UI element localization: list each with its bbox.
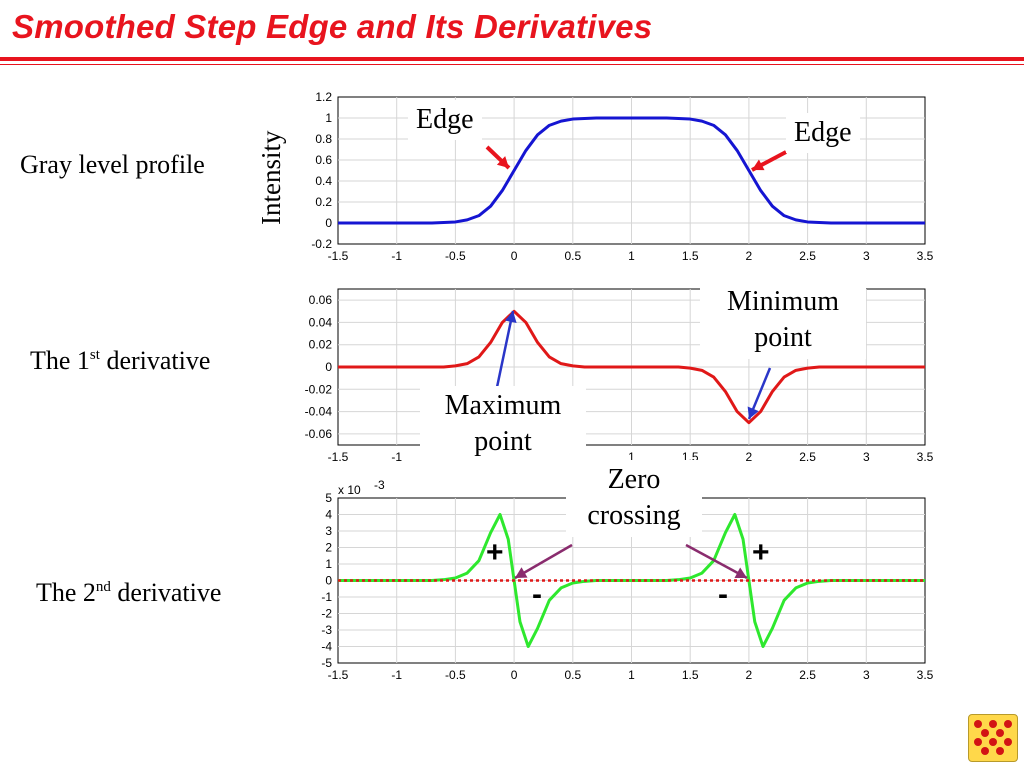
y-tick-label: 0.2 — [315, 195, 332, 209]
maximum-point-arrow-head — [504, 311, 517, 323]
y-tick-label: 0.06 — [309, 293, 333, 307]
maximum-point-arrow — [494, 310, 515, 393]
y-tick-label: 2 — [325, 541, 332, 555]
x-tick-label: 1 — [628, 668, 635, 682]
x-tick-label: 2.5 — [799, 249, 816, 263]
slide-title: Smoothed Step Edge and Its Derivatives — [12, 8, 653, 45]
series-line — [338, 309, 925, 425]
sign-minus-right: - — [718, 578, 728, 611]
x-tick-label: 1.5 — [682, 249, 699, 263]
zero-crossing-arrow-right-head — [734, 567, 747, 579]
y-tick-label: 4 — [325, 508, 332, 522]
y-tick-label: -0.02 — [305, 382, 333, 396]
x-tick-label: -1.5 — [328, 450, 349, 464]
y-tick-label: 1.2 — [315, 90, 332, 104]
row-label-second-derivative: The 2nd derivative — [36, 578, 221, 608]
row-label-second-derivative-post: derivative — [110, 578, 222, 607]
x-tick-label: 3.5 — [917, 450, 934, 464]
x-tick-label: 2.5 — [799, 450, 816, 464]
y-tick-label: 0.6 — [315, 153, 332, 167]
x-tick-label: 2.5 — [799, 668, 816, 682]
y-tick-label: -0.06 — [305, 427, 333, 441]
edge-right-arrow-head — [752, 159, 765, 171]
y-tick-label: -1 — [321, 590, 332, 604]
x-tick-label: -1 — [391, 450, 402, 464]
x-tick-label: 2 — [746, 450, 753, 464]
dice-logo-icon — [968, 714, 1018, 762]
y-tick-label: 0 — [325, 574, 332, 588]
x-tick-label: 3 — [863, 249, 870, 263]
row-label-second-derivative-sup: nd — [95, 579, 111, 595]
annotation-minimum-point: Minimum point — [700, 282, 866, 359]
sign-plus-left: + — [486, 536, 504, 569]
row-label-gray-level-profile: Gray level profile — [20, 150, 205, 179]
x-tick-label: 3.5 — [917, 249, 934, 263]
x-tick-label: 1 — [628, 450, 635, 464]
row-label-first-derivative: The 1st derivative — [30, 346, 210, 376]
y-tick-label: 1 — [325, 557, 332, 571]
x-tick-label: 0.5 — [564, 668, 581, 682]
y-tick-label: 0.02 — [309, 338, 333, 352]
title-underline-thick — [0, 57, 1024, 61]
x-tick-label: -1 — [391, 668, 402, 682]
x-tick-label: 0 — [511, 249, 518, 263]
row-label-first-derivative-sup: st — [89, 347, 100, 363]
y-tick-label: -4 — [321, 640, 332, 654]
row-label-first-derivative-post: derivative — [99, 346, 211, 375]
x-tick-label: 2 — [746, 668, 753, 682]
minimum-point-arrow-head — [747, 406, 759, 419]
x-tick-label: 1 — [628, 249, 635, 263]
title-underline-thin — [0, 64, 1024, 65]
edge-left-arrow-head — [496, 156, 509, 168]
x-tick-label: -1.5 — [328, 249, 349, 263]
x-tick-label: -0.5 — [445, 668, 466, 682]
y-tick-label: -3 — [321, 623, 332, 637]
y-tick-label: 0.04 — [309, 315, 333, 329]
x-tick-label: 0.5 — [564, 249, 581, 263]
zero-crossing-arrow-right — [685, 543, 748, 580]
series-line — [338, 116, 925, 225]
zero-crossing-arrow-left-head — [515, 567, 528, 578]
sign-minus-left: - — [532, 578, 542, 611]
y-tick-label: -2 — [321, 607, 332, 621]
y-tick-label: -5 — [321, 656, 332, 670]
y-tick-label: 3 — [325, 524, 332, 538]
y-tick-label: 0 — [325, 360, 332, 374]
sign-plus-right: + — [752, 536, 770, 569]
annotation-zero-crossing: Zero crossing — [566, 460, 702, 537]
y-tick-label: 0.8 — [315, 132, 332, 146]
x-tick-label: 3.5 — [917, 668, 934, 682]
x-tick-label: -1 — [391, 249, 402, 263]
x-tick-label: 2 — [746, 249, 753, 263]
y-tick-label: 1 — [325, 111, 332, 125]
row-label-first-derivative-pre: The 1 — [30, 346, 90, 375]
y-tick-label: 0.4 — [315, 174, 332, 188]
y-tick-label: 0 — [325, 216, 332, 230]
x-tick-label: -1.5 — [328, 668, 349, 682]
x-tick-label: 3 — [863, 450, 870, 464]
annotation-maximum-point: Maximum point — [420, 386, 586, 463]
row-label-second-derivative-pre: The 2 — [36, 578, 96, 607]
x-tick-label: 0 — [511, 668, 518, 682]
axis-multiplier-label: x 10 — [338, 483, 361, 497]
x-tick-label: 1.5 — [682, 668, 699, 682]
x-tick-label: -0.5 — [445, 249, 466, 263]
y-axis-label-intensity: Intensity — [256, 130, 286, 226]
axis-multiplier-exponent: -3 — [374, 478, 385, 492]
series-line — [338, 513, 925, 648]
y-tick-label: -0.2 — [311, 237, 332, 251]
y-tick-label: 5 — [325, 491, 332, 505]
annotation-edge-left: Edge — [408, 100, 482, 141]
y-tick-label: -0.04 — [305, 405, 333, 419]
x-tick-label: 3 — [863, 668, 870, 682]
annotation-edge-right: Edge — [786, 113, 860, 154]
